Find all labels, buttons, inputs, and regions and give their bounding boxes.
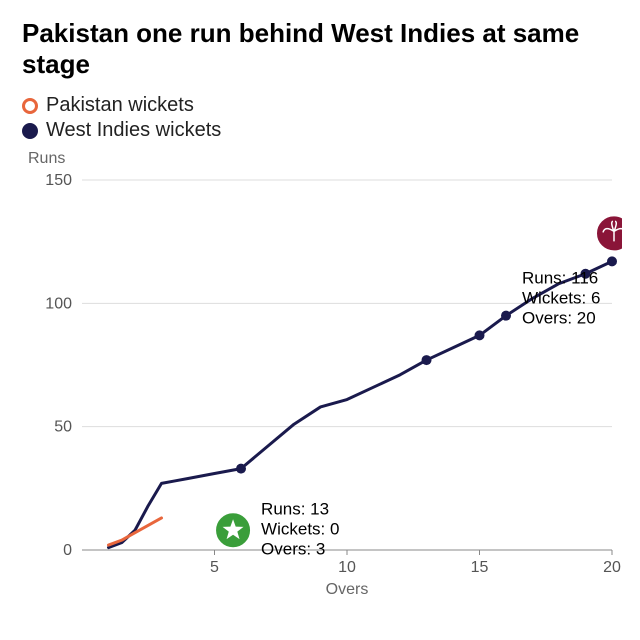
wi-wicket-marker <box>501 311 511 321</box>
legend-item-west-indies: West Indies wickets <box>22 119 618 142</box>
x-axis-title: Overs <box>326 581 369 598</box>
chart-area: 0 50 100 150 5 10 15 20 Overs Runs: 116Wickets: 6… <box>22 170 622 600</box>
y-tick-label: 150 <box>45 172 72 189</box>
legend: Pakistan wickets West Indies wickets <box>22 94 618 142</box>
pak-wickets-label: Wickets: 0 <box>261 520 339 539</box>
wi-runs-label: Runs: 116 <box>522 269 598 288</box>
legend-marker-pakistan <box>22 98 38 114</box>
y-tick-label: 50 <box>54 419 72 436</box>
wi-wicket-marker <box>236 464 246 474</box>
chart-svg: 0 50 100 150 5 10 15 20 Overs Runs: 116Wickets: 6… <box>22 170 622 600</box>
x-tick-label: 10 <box>338 559 356 576</box>
y-tick-label: 0 <box>63 542 72 559</box>
pak-runs-label: Runs: 13 <box>261 500 329 519</box>
x-tick-label: 15 <box>471 559 489 576</box>
wi-wicket-marker <box>475 331 485 341</box>
legend-marker-west-indies <box>22 123 38 139</box>
wi-wicket-marker <box>422 355 432 365</box>
wi-wickets-label: Wickets: 6 <box>522 289 600 308</box>
wi-badge-icon <box>596 216 622 252</box>
legend-label-pakistan: Pakistan wickets <box>46 94 194 117</box>
y-tick-label: 100 <box>45 296 72 313</box>
wi-wicket-marker <box>607 257 617 267</box>
legend-item-pakistan: Pakistan wickets <box>22 94 618 117</box>
x-tick-label: 20 <box>603 559 621 576</box>
x-tick-label: 5 <box>210 559 219 576</box>
pakistan-line <box>109 518 162 545</box>
legend-label-west-indies: West Indies wickets <box>46 119 221 142</box>
y-axis-title: Runs <box>28 150 618 168</box>
pak-overs-label: Overs: 3 <box>261 540 325 559</box>
wi-overs-label: Overs: 20 <box>522 309 596 328</box>
chart-title: Pakistan one run behind West Indies at s… <box>22 18 618 80</box>
